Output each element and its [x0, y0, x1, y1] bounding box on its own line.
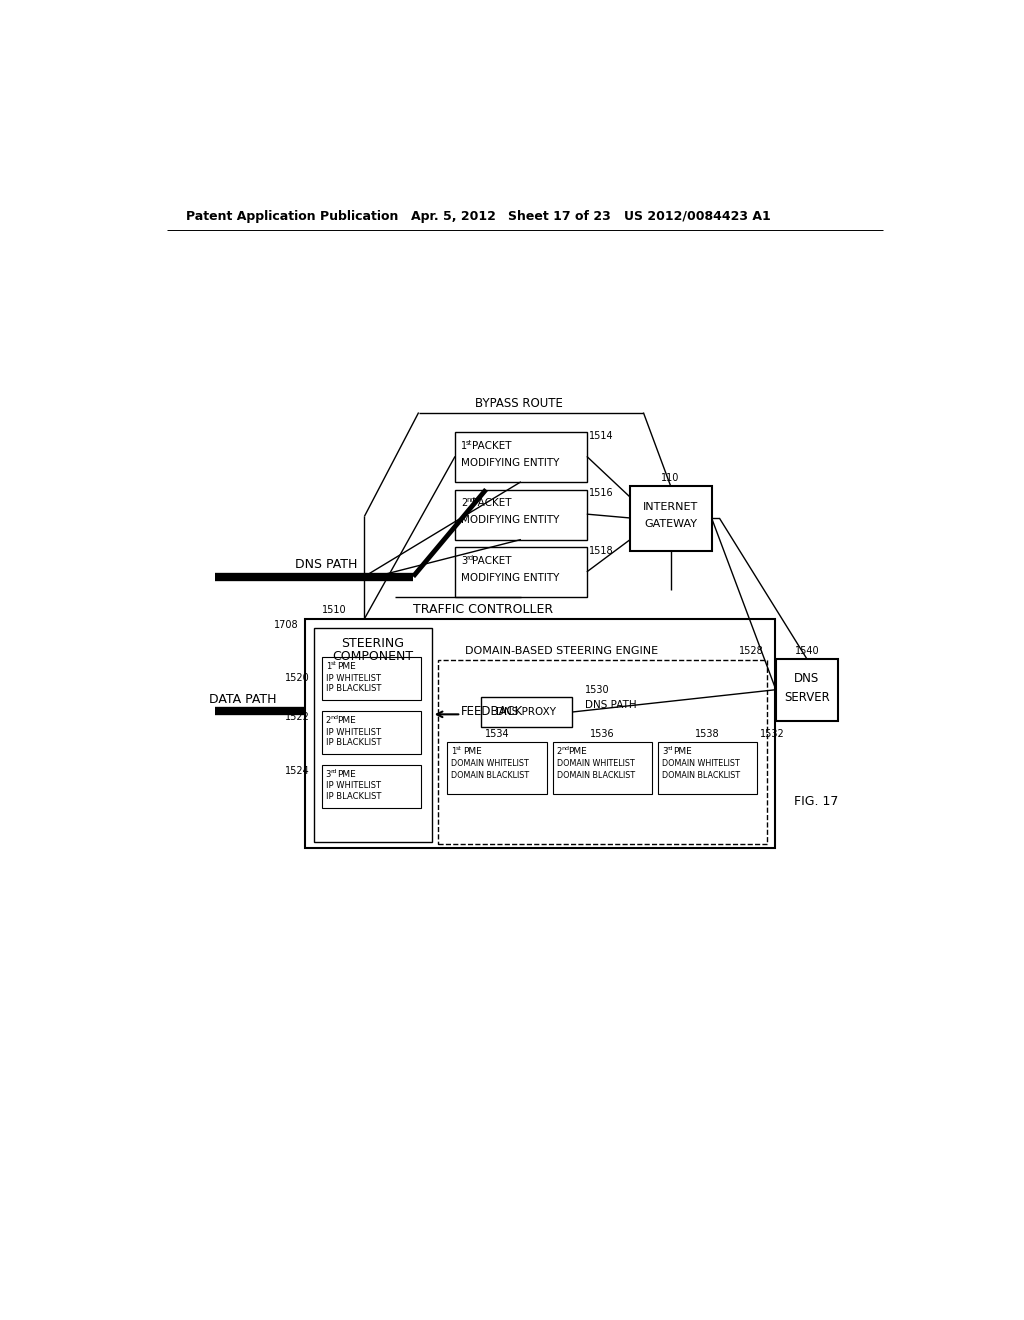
Text: 1: 1 [452, 747, 457, 756]
Text: COMPONENT: COMPONENT [333, 649, 414, 663]
Text: Patent Application Publication: Patent Application Publication [186, 210, 398, 223]
Text: 1540: 1540 [795, 647, 819, 656]
Text: rd: rd [667, 746, 673, 751]
Text: FIG. 17: FIG. 17 [795, 795, 839, 808]
Text: 3: 3 [461, 556, 467, 566]
Text: PME: PME [337, 770, 356, 779]
Bar [630, 486, 712, 552]
Text: INTERNET: INTERNET [643, 502, 698, 512]
Text: 1528: 1528 [738, 647, 764, 656]
Bar [438, 660, 767, 843]
Text: 1516: 1516 [589, 488, 613, 499]
Text: MODIFYING ENTITY: MODIFYING ENTITY [461, 573, 560, 583]
Text: 3: 3 [326, 770, 331, 779]
Text: 1: 1 [326, 663, 331, 671]
Text: st: st [331, 661, 336, 667]
Text: 1518: 1518 [589, 546, 613, 556]
Text: IP WHITELIST: IP WHITELIST [326, 781, 381, 791]
Bar [447, 742, 547, 795]
Text: 2: 2 [557, 747, 562, 756]
Text: IP BLACKLIST: IP BLACKLIST [326, 738, 381, 747]
Text: Sheet 17 of 23: Sheet 17 of 23 [508, 210, 610, 223]
Text: PACKET: PACKET [472, 556, 512, 566]
Text: 110: 110 [662, 473, 680, 483]
Bar [455, 432, 587, 482]
Text: DOMAIN BLACKLIST: DOMAIN BLACKLIST [452, 771, 529, 780]
Text: nd: nd [466, 498, 475, 503]
Text: DNS: DNS [795, 672, 819, 685]
Text: FEEDBACK: FEEDBACK [461, 705, 523, 718]
Text: rd: rd [331, 768, 337, 774]
Text: PME: PME [463, 747, 481, 756]
Bar [658, 742, 758, 795]
Text: 1524: 1524 [286, 767, 310, 776]
Text: PME: PME [674, 747, 692, 756]
Text: SERVER: SERVER [784, 690, 829, 704]
Text: MODIFYING ENTITY: MODIFYING ENTITY [461, 515, 560, 525]
Text: DOMAIN BLACKLIST: DOMAIN BLACKLIST [662, 771, 740, 780]
Text: MODIFYING ENTITY: MODIFYING ENTITY [461, 458, 560, 467]
Bar [322, 766, 421, 808]
Text: nd: nd [331, 715, 338, 719]
Text: GATEWAY: GATEWAY [644, 519, 697, 529]
Text: DOMAIN WHITELIST: DOMAIN WHITELIST [557, 759, 634, 768]
Text: nd: nd [561, 746, 569, 751]
Text: st: st [456, 746, 462, 751]
Text: IP BLACKLIST: IP BLACKLIST [326, 685, 381, 693]
Text: BYPASS ROUTE: BYPASS ROUTE [475, 397, 563, 409]
Text: 2: 2 [461, 499, 468, 508]
Text: DOMAIN WHITELIST: DOMAIN WHITELIST [452, 759, 529, 768]
Text: rd: rd [466, 554, 473, 561]
Text: DNS PATH: DNS PATH [295, 558, 357, 572]
Text: 1522: 1522 [286, 713, 310, 722]
Text: STEERING: STEERING [341, 638, 404, 649]
Text: 3: 3 [662, 747, 668, 756]
Text: DOMAIN WHITELIST: DOMAIN WHITELIST [662, 759, 739, 768]
Bar [776, 659, 838, 721]
Text: DOMAIN BLACKLIST: DOMAIN BLACKLIST [557, 771, 635, 780]
Bar [322, 711, 421, 754]
Text: st: st [466, 440, 472, 446]
Text: DNS PROXY: DNS PROXY [497, 708, 556, 717]
Text: 1530: 1530 [586, 685, 610, 694]
Text: DATA PATH: DATA PATH [209, 693, 276, 706]
Text: PACKET: PACKET [472, 441, 512, 450]
Text: IP BLACKLIST: IP BLACKLIST [326, 792, 381, 801]
Text: 1536: 1536 [590, 730, 614, 739]
Text: 1: 1 [461, 441, 467, 450]
Bar [455, 548, 587, 598]
Text: PME: PME [337, 715, 356, 725]
Text: IP WHITELIST: IP WHITELIST [326, 727, 381, 737]
Text: TRAFFIC CONTROLLER: TRAFFIC CONTROLLER [413, 603, 553, 616]
Text: 1708: 1708 [273, 620, 299, 630]
Text: 1534: 1534 [484, 730, 509, 739]
Bar [322, 657, 421, 700]
Text: 1538: 1538 [695, 730, 720, 739]
Text: PME: PME [337, 663, 356, 671]
Bar [314, 628, 432, 842]
Text: 1510: 1510 [322, 605, 346, 615]
Text: US 2012/0084423 A1: US 2012/0084423 A1 [624, 210, 771, 223]
Text: PME: PME [568, 747, 587, 756]
Text: 1514: 1514 [589, 430, 613, 441]
Bar [455, 490, 587, 540]
Text: 1520: 1520 [286, 673, 310, 684]
Text: 1532: 1532 [760, 730, 784, 739]
Bar [480, 697, 572, 726]
Text: Apr. 5, 2012: Apr. 5, 2012 [411, 210, 496, 223]
Text: DOMAIN-BASED STEERING ENGINE: DOMAIN-BASED STEERING ENGINE [466, 647, 658, 656]
Text: 2: 2 [326, 715, 331, 725]
Text: DNS PATH: DNS PATH [586, 700, 637, 710]
Bar [305, 619, 775, 849]
Text: IP WHITELIST: IP WHITELIST [326, 673, 381, 682]
Bar [553, 742, 652, 795]
Text: PACKET: PACKET [472, 499, 512, 508]
